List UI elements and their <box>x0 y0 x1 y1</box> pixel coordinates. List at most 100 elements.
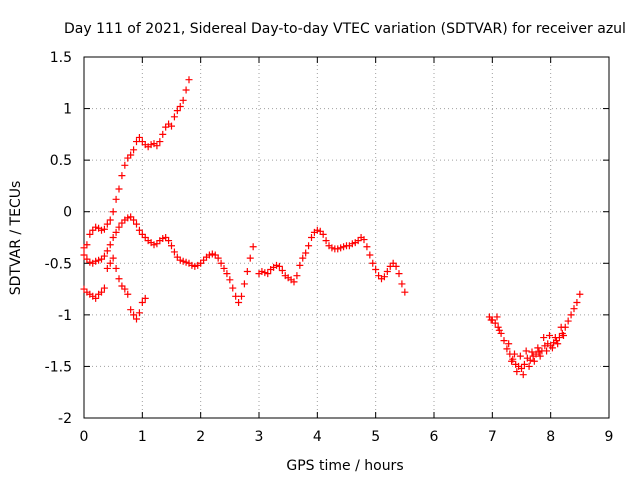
y-tick-label: 1.5 <box>50 50 72 66</box>
data-point <box>503 345 511 353</box>
data-point <box>564 317 572 325</box>
y-tick-label: 0 <box>63 205 72 221</box>
data-point <box>229 284 237 292</box>
x-tick-labels: 0 1 2 3 4 5 6 7 8 9 <box>80 429 614 445</box>
x-tick-label: 9 <box>605 429 614 445</box>
data-point <box>275 262 283 270</box>
data-point <box>322 237 330 245</box>
data-point <box>401 288 409 296</box>
data-point <box>86 230 94 238</box>
data-point <box>505 340 513 348</box>
y-tick-label: -2 <box>58 411 72 427</box>
data-point <box>369 259 377 267</box>
x-tick-label: 6 <box>430 429 439 445</box>
data-point <box>226 276 234 284</box>
data-point <box>516 352 524 360</box>
data-point <box>156 138 164 146</box>
data-point <box>363 243 371 251</box>
data-point <box>500 337 508 345</box>
data-point <box>220 264 228 272</box>
data-point <box>249 243 257 251</box>
y-axis-label: SDTVAR / TECUs <box>8 181 24 296</box>
data-point <box>173 107 181 115</box>
data-point <box>520 360 528 368</box>
data-point <box>525 362 533 370</box>
data-point <box>528 348 536 356</box>
data-point <box>398 280 406 288</box>
data-point <box>494 323 502 331</box>
data-point <box>508 357 516 365</box>
data-point <box>118 172 126 180</box>
data-point <box>127 151 135 159</box>
y-tick-label: -1 <box>58 308 72 324</box>
data-point <box>121 285 129 293</box>
data-point <box>112 195 120 203</box>
data-point <box>554 340 562 348</box>
data-point <box>526 356 534 364</box>
y-tick-label: -1.5 <box>45 359 72 375</box>
data-point <box>543 347 551 355</box>
data-point <box>518 364 525 372</box>
data-point <box>179 96 187 104</box>
data-point <box>493 313 501 321</box>
data-point <box>495 326 503 334</box>
data-point <box>170 113 178 121</box>
y-tick-labels: -2 -1.5 -1 -0.5 0 0.5 1 1.5 <box>45 50 72 427</box>
data-point <box>135 133 143 141</box>
data-point <box>557 323 565 331</box>
data-point <box>264 270 272 278</box>
data-point <box>290 278 298 286</box>
x-tick-label: 1 <box>138 429 147 445</box>
data-point <box>103 264 111 272</box>
data-point <box>511 350 518 358</box>
data-point <box>214 254 222 262</box>
data-point <box>103 247 111 255</box>
data-points <box>80 76 584 379</box>
data-point <box>112 228 120 236</box>
data-point <box>235 298 243 306</box>
data-point <box>115 223 123 231</box>
data-point <box>168 242 175 250</box>
data-point <box>130 216 138 224</box>
data-point <box>546 331 553 339</box>
plot-frame <box>83 56 610 419</box>
x-tick-label: 2 <box>196 429 205 445</box>
data-point <box>308 234 315 241</box>
data-point <box>372 265 380 273</box>
data-point <box>98 288 105 296</box>
data-point <box>570 305 578 313</box>
data-point <box>296 261 304 269</box>
data-point <box>551 334 559 342</box>
data-point <box>106 259 114 267</box>
x-tick-label: 7 <box>488 429 497 445</box>
y-tick-label: 1 <box>63 102 72 118</box>
data-point <box>138 298 146 306</box>
data-point <box>567 311 575 319</box>
data-point <box>217 259 225 267</box>
data-point <box>240 280 248 288</box>
data-point <box>170 248 178 256</box>
data-point <box>299 254 307 262</box>
data-point <box>519 371 527 379</box>
data-point <box>576 290 584 298</box>
x-axis-label: GPS time / hours <box>286 458 403 474</box>
data-point <box>536 352 544 360</box>
data-point <box>130 311 138 319</box>
data-point <box>182 86 190 94</box>
data-point <box>530 357 538 365</box>
data-point <box>112 264 120 272</box>
data-point <box>573 298 581 306</box>
data-point <box>100 252 108 260</box>
data-point <box>366 251 374 259</box>
data-point <box>135 309 143 317</box>
data-point <box>293 272 301 280</box>
data-point <box>487 316 495 324</box>
grid <box>84 57 609 418</box>
data-point <box>278 267 286 275</box>
data-point <box>360 236 368 244</box>
data-point <box>83 241 91 249</box>
data-point <box>92 294 100 302</box>
data-point <box>534 344 542 352</box>
x-tick-label: 0 <box>80 429 89 445</box>
data-point <box>103 220 111 228</box>
